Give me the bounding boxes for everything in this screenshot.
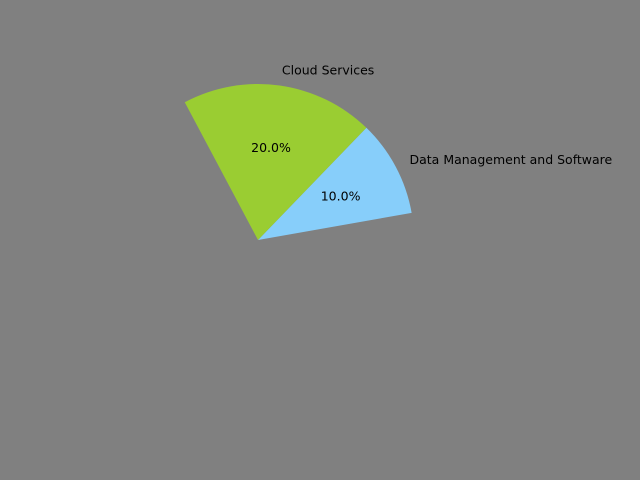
pie-slice-percent-label: 10.0% [321,189,361,204]
pie-slice-category-label: Data Management and Software [410,152,613,167]
pie-slice-category-label: Cloud Services [282,63,374,78]
pie-slice-percent-label: 20.0% [251,140,291,155]
pie-slice-cloud-services [184,83,367,240]
pie-labels: 10.0% Data Management and Software 20.0% Cl… [251,63,612,204]
pie-slices [184,83,412,240]
pie-slice-data-management-and-software [258,127,412,240]
